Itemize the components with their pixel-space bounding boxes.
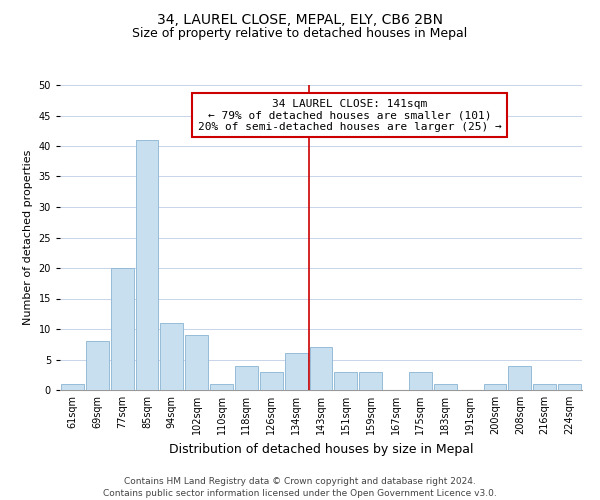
Y-axis label: Number of detached properties: Number of detached properties bbox=[23, 150, 33, 325]
Text: 34, LAUREL CLOSE, MEPAL, ELY, CB6 2BN: 34, LAUREL CLOSE, MEPAL, ELY, CB6 2BN bbox=[157, 12, 443, 26]
Bar bbox=[185, 335, 208, 390]
Bar bbox=[235, 366, 258, 390]
Bar bbox=[285, 354, 308, 390]
Text: Contains HM Land Registry data © Crown copyright and database right 2024.
Contai: Contains HM Land Registry data © Crown c… bbox=[103, 476, 497, 498]
Bar bbox=[86, 341, 109, 390]
Bar bbox=[484, 384, 506, 390]
Bar bbox=[334, 372, 357, 390]
Bar bbox=[111, 268, 134, 390]
Bar bbox=[359, 372, 382, 390]
X-axis label: Distribution of detached houses by size in Mepal: Distribution of detached houses by size … bbox=[169, 442, 473, 456]
Bar bbox=[409, 372, 432, 390]
Bar bbox=[533, 384, 556, 390]
Bar bbox=[210, 384, 233, 390]
Bar bbox=[310, 348, 332, 390]
Bar bbox=[508, 366, 531, 390]
Bar bbox=[260, 372, 283, 390]
Text: 34 LAUREL CLOSE: 141sqm
← 79% of detached houses are smaller (101)
20% of semi-d: 34 LAUREL CLOSE: 141sqm ← 79% of detache… bbox=[198, 98, 502, 132]
Bar bbox=[160, 323, 183, 390]
Bar bbox=[136, 140, 158, 390]
Bar bbox=[61, 384, 84, 390]
Text: Size of property relative to detached houses in Mepal: Size of property relative to detached ho… bbox=[133, 28, 467, 40]
Bar bbox=[558, 384, 581, 390]
Bar bbox=[434, 384, 457, 390]
